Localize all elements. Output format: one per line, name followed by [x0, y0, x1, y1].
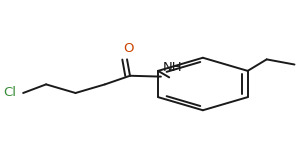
Text: NH: NH: [163, 61, 182, 74]
Text: O: O: [123, 42, 134, 55]
Text: Cl: Cl: [4, 87, 17, 99]
